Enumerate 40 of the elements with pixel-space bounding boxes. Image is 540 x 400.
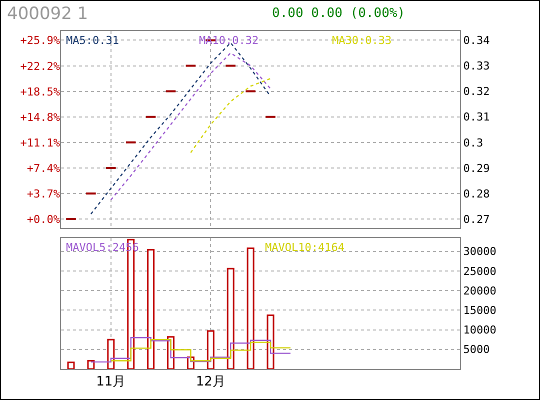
x-tick-label: 11月	[96, 374, 126, 390]
y-tick-label: 25000	[463, 264, 496, 278]
y-tick-label: 0.28	[463, 187, 490, 200]
y-tick-label: 0.27	[463, 212, 490, 226]
line-series	[110, 52, 272, 200]
y-tick-label: 0.32	[463, 85, 490, 98]
y-tick-label: 5000	[463, 343, 490, 356]
text: MA5:0.31	[66, 34, 119, 47]
y-tick-label: 15000	[463, 304, 496, 318]
y-tick-label: 0.31	[463, 110, 490, 124]
bar	[266, 314, 274, 369]
bar	[147, 249, 155, 369]
y-tick-label: 0.29	[463, 162, 490, 175]
bar	[226, 268, 234, 369]
y-tick-label: 0.33	[463, 60, 490, 73]
y-tick-label: 20000	[463, 284, 496, 298]
bar	[67, 362, 75, 369]
text: MAVOL10:4164	[265, 241, 345, 254]
y2-tick-label: +11.1%	[20, 136, 60, 150]
y2-tick-label: +0.0%	[26, 212, 60, 226]
y-tick-label: 30000	[463, 245, 496, 258]
y2-tick-label: +7.4%	[26, 162, 60, 175]
text: 0.00 0.00 (0.00%)	[272, 6, 406, 21]
y2-tick-label: +14.8%	[20, 110, 60, 124]
x-tick-label: 12月	[196, 374, 226, 390]
bar	[107, 338, 115, 369]
y2-tick-label: +18.5%	[20, 85, 60, 98]
series-label: MA10:0.32	[199, 34, 259, 47]
line-series	[190, 78, 272, 154]
y-tick-label: 0.34	[463, 34, 490, 48]
bar	[87, 360, 95, 369]
bar	[206, 330, 214, 369]
text: MA30:0.33	[332, 34, 392, 47]
y2-tick-label: +25.9%	[20, 34, 60, 48]
y-tick-label: 0.3	[463, 136, 484, 150]
chart-title: 400092 1	[7, 4, 88, 24]
y2-tick-label: +22.2%	[20, 60, 60, 73]
y2-tick-label: +3.7%	[26, 187, 60, 200]
bar	[246, 247, 254, 369]
y-tick-label: 10000	[463, 324, 496, 337]
